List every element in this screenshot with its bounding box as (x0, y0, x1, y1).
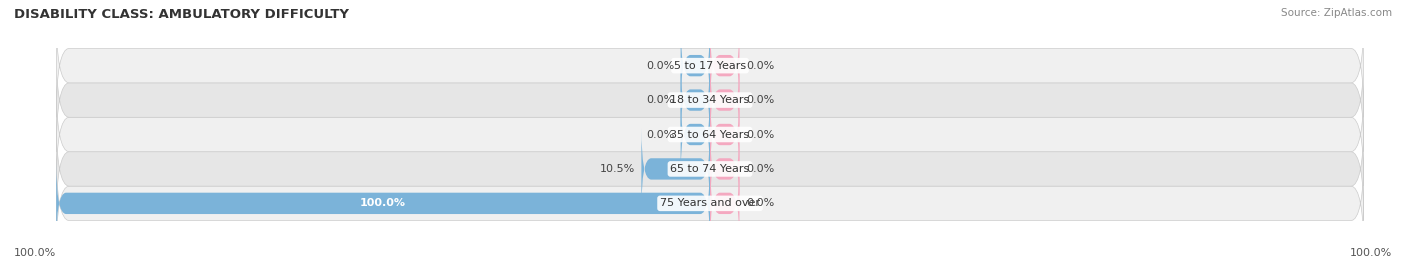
Text: 5 to 17 Years: 5 to 17 Years (673, 61, 747, 71)
Text: 75 Years and over: 75 Years and over (659, 198, 761, 208)
FancyBboxPatch shape (710, 25, 740, 107)
FancyBboxPatch shape (710, 162, 740, 244)
Text: 0.0%: 0.0% (747, 129, 775, 140)
FancyBboxPatch shape (56, 14, 1364, 117)
FancyBboxPatch shape (710, 59, 740, 141)
FancyBboxPatch shape (681, 94, 710, 175)
FancyBboxPatch shape (56, 83, 1364, 186)
FancyBboxPatch shape (56, 117, 1364, 221)
Text: 100.0%: 100.0% (14, 248, 56, 258)
Text: 0.0%: 0.0% (747, 95, 775, 105)
FancyBboxPatch shape (681, 59, 710, 141)
FancyBboxPatch shape (56, 152, 1364, 255)
Text: 0.0%: 0.0% (645, 129, 673, 140)
Text: 100.0%: 100.0% (360, 198, 406, 208)
Text: 100.0%: 100.0% (1350, 248, 1392, 258)
Text: DISABILITY CLASS: AMBULATORY DIFFICULTY: DISABILITY CLASS: AMBULATORY DIFFICULTY (14, 8, 349, 21)
FancyBboxPatch shape (56, 48, 1364, 152)
Text: 10.5%: 10.5% (599, 164, 636, 174)
Text: 0.0%: 0.0% (747, 164, 775, 174)
FancyBboxPatch shape (681, 25, 710, 107)
Text: 18 to 34 Years: 18 to 34 Years (671, 95, 749, 105)
Text: 35 to 64 Years: 35 to 64 Years (671, 129, 749, 140)
FancyBboxPatch shape (56, 162, 710, 244)
Text: 0.0%: 0.0% (645, 61, 673, 71)
FancyBboxPatch shape (710, 128, 740, 210)
Text: 0.0%: 0.0% (747, 61, 775, 71)
Text: Source: ZipAtlas.com: Source: ZipAtlas.com (1281, 8, 1392, 18)
Text: 65 to 74 Years: 65 to 74 Years (671, 164, 749, 174)
FancyBboxPatch shape (641, 128, 710, 210)
Text: 0.0%: 0.0% (747, 198, 775, 208)
Text: 0.0%: 0.0% (645, 95, 673, 105)
FancyBboxPatch shape (710, 94, 740, 175)
